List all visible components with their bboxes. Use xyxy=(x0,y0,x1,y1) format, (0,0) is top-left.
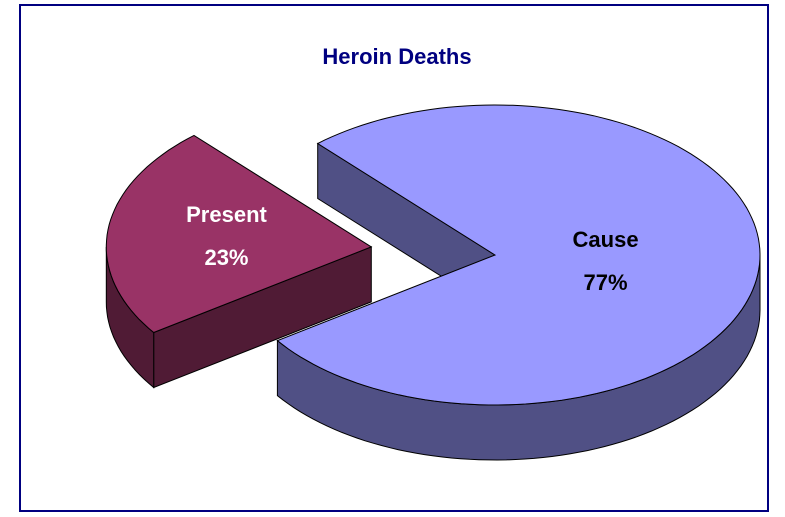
slice xyxy=(276,104,761,406)
slice-value-label: 23% xyxy=(204,245,248,270)
chart-title: Heroin Deaths xyxy=(322,44,471,69)
slice xyxy=(105,134,373,334)
slice-value-label: 77% xyxy=(584,270,628,295)
slice-label: Present xyxy=(186,202,267,227)
slice-label: Cause xyxy=(573,227,639,252)
